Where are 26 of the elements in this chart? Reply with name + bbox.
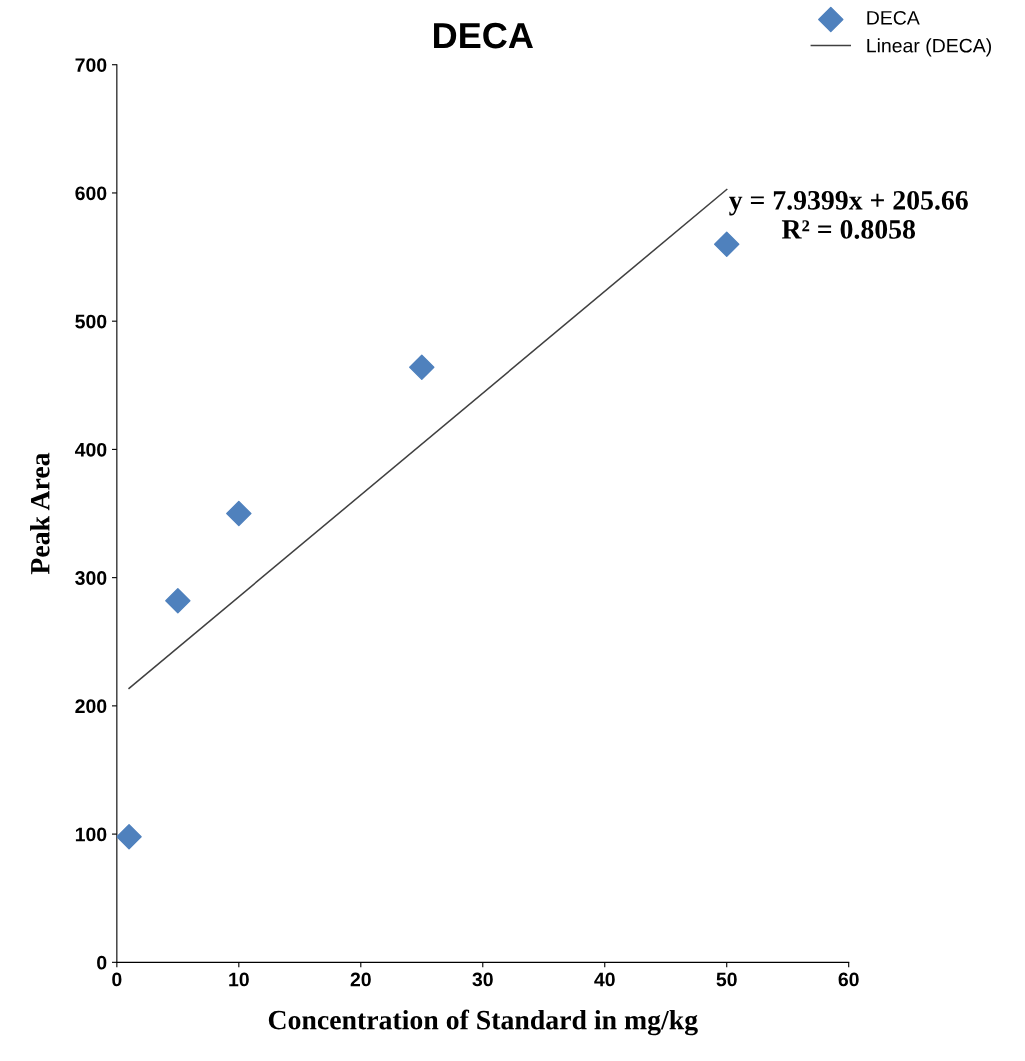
- legend-label: DECA: [867, 10, 920, 25]
- y-tick-label: 600: [75, 186, 107, 201]
- point: [165, 587, 191, 614]
- y-tick-label: 400: [74, 442, 107, 457]
- y-tick-label: 500: [75, 314, 107, 329]
- y-tick-label: 0: [97, 955, 107, 970]
- y-axis-title: Peak Area: [30, 452, 50, 575]
- x-tick-label: 30: [472, 972, 493, 987]
- point: [409, 354, 435, 381]
- y-tick-label: 200: [75, 699, 107, 714]
- annotation: y = 7.9399x + 205.66 R² = 0.8058: [728, 190, 968, 239]
- x-tick-label: 50: [716, 972, 737, 987]
- legend-label: Linear (DECA): [867, 38, 991, 57]
- x-tick-label: 10: [229, 972, 249, 987]
- x-tick-label: 60: [838, 972, 859, 987]
- point: [714, 231, 740, 257]
- x-tick-label: 0: [112, 972, 122, 987]
- x-axis-title: Concentration of Standard in mg/kg: [268, 1009, 698, 1036]
- point: [226, 500, 252, 527]
- y-tick-label: 700: [75, 58, 107, 72]
- y-tick-label: 300: [75, 571, 107, 585]
- point: [116, 823, 142, 850]
- chart-title: DECA: [434, 22, 533, 49]
- y-tick-label: 100: [75, 827, 107, 842]
- x-tick-label: 20: [350, 972, 371, 987]
- x-tick-label: 40: [594, 972, 615, 987]
